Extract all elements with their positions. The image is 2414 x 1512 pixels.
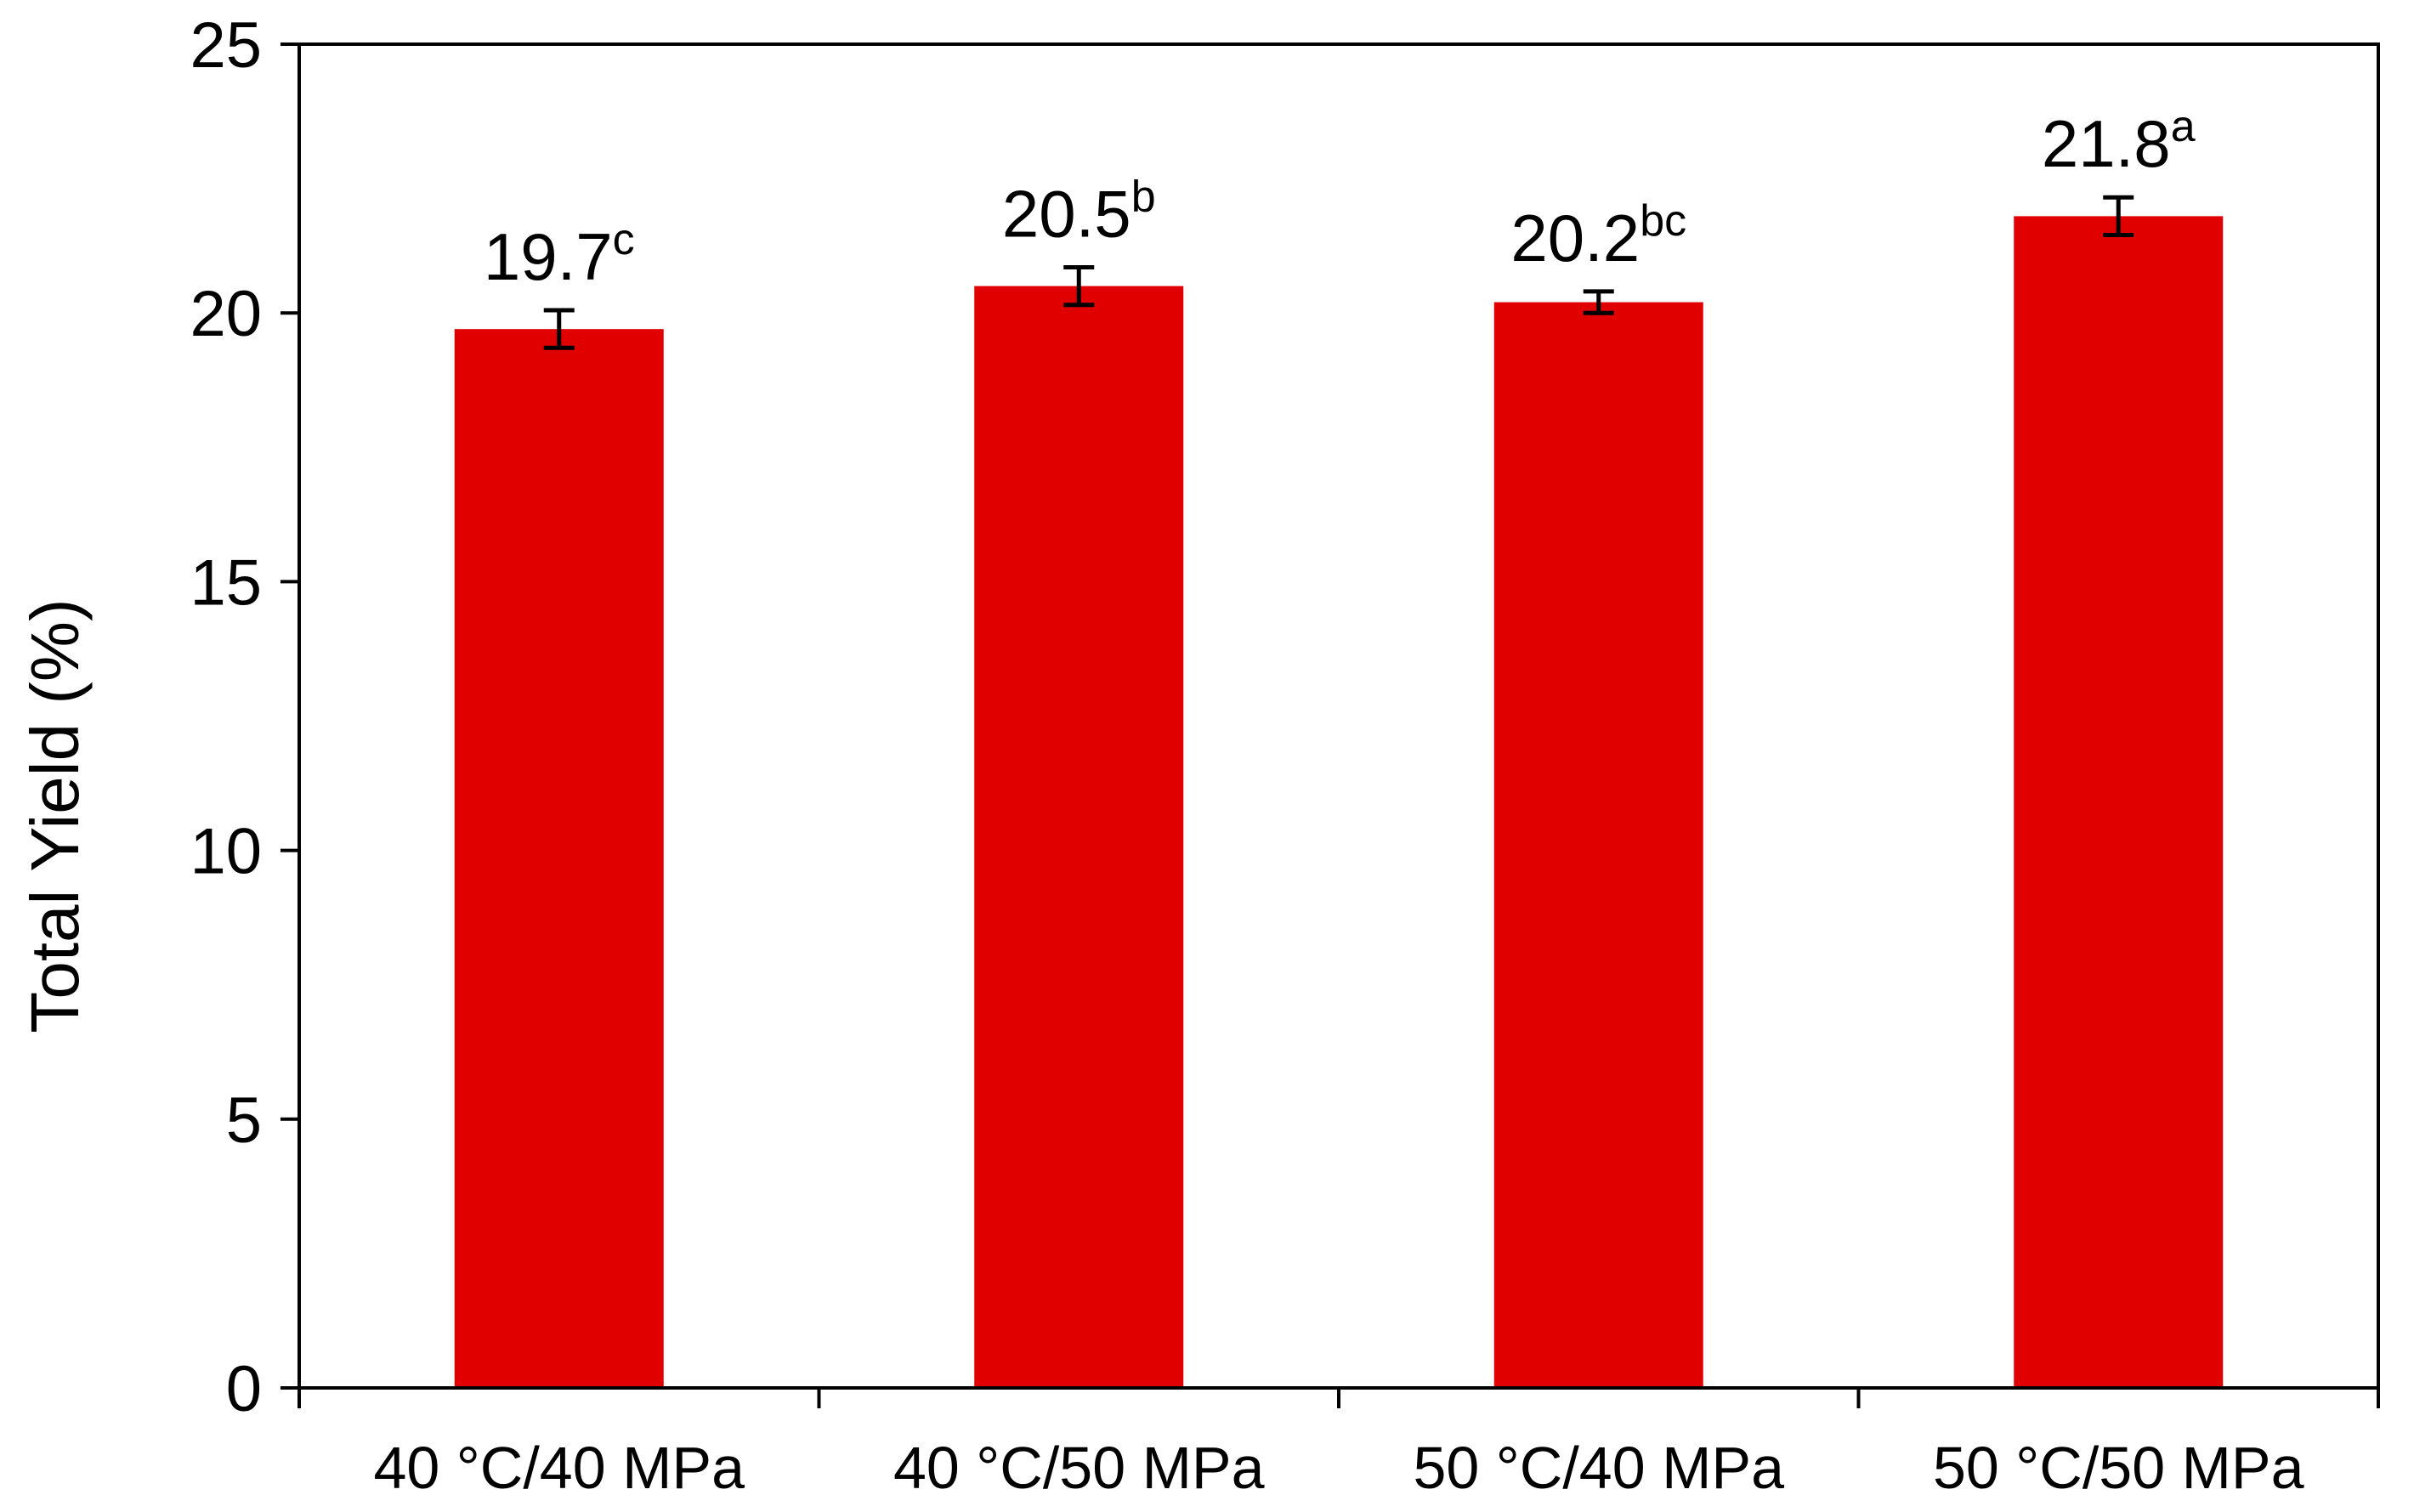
data-label: 20.2bc (1510, 196, 1686, 275)
y-tick-label: 15 (190, 546, 262, 619)
data-label-superscript: bc (1640, 196, 1686, 246)
y-tick-label: 0 (226, 1353, 262, 1425)
y-tick-label: 25 (190, 9, 262, 82)
data-label: 21.8a (2042, 102, 2196, 181)
y-tick-label: 10 (190, 816, 262, 888)
bar (1493, 302, 1703, 1388)
y-axis-title: Total Yield (%) (17, 598, 93, 1033)
y-tick-label: 5 (226, 1084, 262, 1157)
data-label-value: 21.8 (2042, 106, 2171, 181)
data-label: 20.5b (1002, 172, 1156, 251)
y-tick-label: 20 (190, 278, 262, 350)
data-label-value: 20.2 (1510, 201, 1640, 275)
x-tick-label: 40 °C/50 MPa (893, 1435, 1265, 1501)
data-label-value: 20.5 (1002, 176, 1131, 251)
bar (974, 286, 1184, 1389)
data-label-superscript: c (613, 215, 635, 264)
data-label-superscript: b (1131, 172, 1156, 221)
x-tick-label: 50 °C/40 MPa (1413, 1435, 1784, 1501)
data-label: 19.7c (484, 215, 635, 294)
data-label-value: 19.7 (484, 219, 613, 294)
bar (2014, 216, 2224, 1388)
x-tick-label: 40 °C/40 MPa (373, 1435, 745, 1501)
bar (454, 329, 664, 1388)
plot-area: 0 5 10 15 20 25 40 °C/40 MPa 40 °C/50 MPa 50 °C/… (190, 9, 2380, 1501)
data-label-superscript: a (2171, 102, 2196, 151)
x-tick-label: 50 °C/50 MPa (1933, 1435, 2304, 1501)
